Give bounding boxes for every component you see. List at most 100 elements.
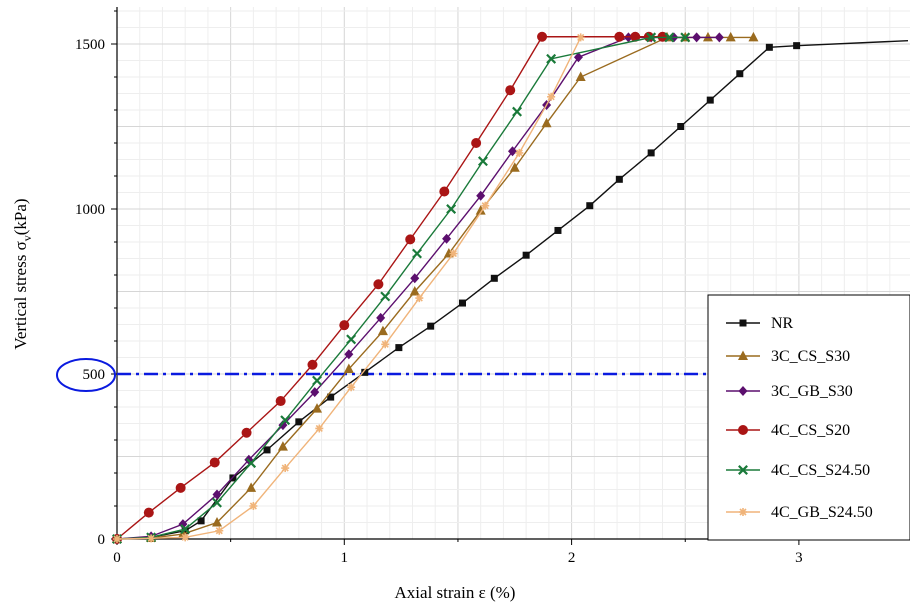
legend-label: 4C_GB_S24.50 bbox=[771, 504, 873, 521]
data-point bbox=[554, 226, 562, 234]
reference-line-group bbox=[56, 358, 708, 392]
data-point bbox=[475, 205, 486, 215]
data-point bbox=[315, 424, 324, 433]
data-point bbox=[614, 31, 625, 42]
data-point bbox=[508, 146, 518, 157]
data-point bbox=[412, 248, 423, 259]
x-tick-label: 0 bbox=[113, 550, 121, 566]
data-point bbox=[509, 162, 520, 172]
data-point bbox=[793, 42, 801, 50]
data-point bbox=[748, 31, 759, 42]
legend-box bbox=[707, 294, 910, 541]
data-point bbox=[490, 274, 498, 282]
data-point bbox=[573, 52, 583, 63]
legend-item-4c-cs-s24-50: 4C_CS_S24.50 bbox=[726, 462, 870, 479]
legend-item-nr: NR bbox=[726, 315, 794, 332]
data-point bbox=[212, 497, 222, 508]
data-point bbox=[307, 359, 318, 370]
legend-label: 3C_GB_S30 bbox=[771, 383, 853, 400]
legend-item-3c-cs-s30: 3C_CS_S30 bbox=[726, 348, 850, 365]
data-point bbox=[680, 32, 691, 43]
series-nr bbox=[113, 40, 909, 543]
data-point bbox=[395, 344, 403, 352]
data-point bbox=[481, 201, 490, 210]
data-point bbox=[312, 403, 323, 413]
y-tick-label: 0 bbox=[98, 532, 106, 548]
series-4c-gb-s24-50 bbox=[113, 33, 585, 543]
data-point bbox=[147, 534, 156, 543]
series-group bbox=[112, 31, 909, 544]
data-point bbox=[575, 71, 586, 81]
data-point bbox=[344, 349, 354, 360]
data-point bbox=[277, 441, 288, 451]
y-tick-label: 500 bbox=[83, 367, 106, 383]
data-point bbox=[449, 249, 458, 258]
data-point bbox=[380, 291, 391, 302]
data-point bbox=[310, 387, 320, 398]
data-point bbox=[376, 312, 386, 323]
legend-swatch-marker bbox=[738, 425, 748, 435]
data-point bbox=[181, 533, 190, 542]
data-point bbox=[373, 279, 384, 290]
data-point bbox=[736, 70, 744, 78]
data-point bbox=[576, 33, 585, 42]
legend-item-4c-cs-s20: 4C_CS_S20 bbox=[726, 422, 850, 439]
series-line-4c-cs-s24-50 bbox=[116, 36, 686, 540]
data-point bbox=[249, 502, 258, 510]
data-point bbox=[427, 322, 435, 330]
data-point bbox=[725, 31, 736, 42]
legend-swatch-marker bbox=[739, 508, 747, 516]
data-point bbox=[178, 519, 188, 530]
data-point bbox=[347, 383, 356, 392]
series-line-4c-gb-s24-50 bbox=[116, 37, 582, 540]
data-point bbox=[439, 186, 450, 197]
data-point bbox=[409, 286, 420, 296]
data-point bbox=[361, 368, 369, 376]
legend-swatch-marker bbox=[739, 319, 747, 327]
data-point bbox=[415, 294, 424, 303]
legend-label: 4C_CS_S20 bbox=[771, 422, 850, 439]
data-point bbox=[346, 334, 357, 345]
data-point bbox=[547, 92, 556, 101]
data-point bbox=[212, 517, 223, 527]
data-point bbox=[143, 507, 154, 518]
data-point bbox=[377, 325, 388, 336]
data-point bbox=[197, 517, 205, 525]
data-point bbox=[181, 527, 189, 535]
data-point bbox=[175, 482, 186, 493]
data-point bbox=[647, 149, 655, 157]
data-point bbox=[212, 489, 222, 500]
data-point bbox=[263, 446, 271, 454]
legend-swatch-marker bbox=[738, 350, 748, 360]
data-point bbox=[246, 458, 257, 469]
y-axis-title-main: Vertical stress σ bbox=[11, 241, 30, 349]
data-point bbox=[215, 526, 224, 535]
y-axis-title: Vertical stress σv(kPa) bbox=[11, 198, 34, 349]
y-axis-title-unit: (kPa) bbox=[11, 198, 30, 235]
data-point bbox=[714, 32, 724, 43]
data-point bbox=[275, 396, 286, 407]
data-point bbox=[246, 482, 257, 492]
data-point bbox=[343, 363, 354, 374]
data-point bbox=[446, 204, 457, 214]
data-point bbox=[586, 202, 594, 210]
y-tick-label: 1000 bbox=[75, 202, 105, 218]
data-point bbox=[278, 420, 288, 431]
legend-item-3c-gb-s30: 3C_GB_S30 bbox=[726, 383, 853, 400]
data-point bbox=[327, 393, 335, 401]
data-point bbox=[505, 85, 516, 96]
series-4c-cs-s24-50 bbox=[112, 32, 691, 544]
data-point bbox=[381, 340, 390, 349]
data-point bbox=[702, 31, 713, 42]
legend-label: 3C_CS_S30 bbox=[771, 348, 850, 365]
legend-swatch-marker bbox=[738, 386, 748, 396]
data-point bbox=[312, 375, 323, 386]
data-point bbox=[280, 415, 291, 426]
legend-label: NR bbox=[771, 315, 794, 332]
data-point bbox=[241, 427, 252, 438]
data-point bbox=[180, 524, 191, 535]
data-point bbox=[765, 43, 773, 51]
data-point bbox=[537, 31, 548, 42]
data-point bbox=[458, 299, 466, 307]
data-point bbox=[512, 106, 523, 117]
